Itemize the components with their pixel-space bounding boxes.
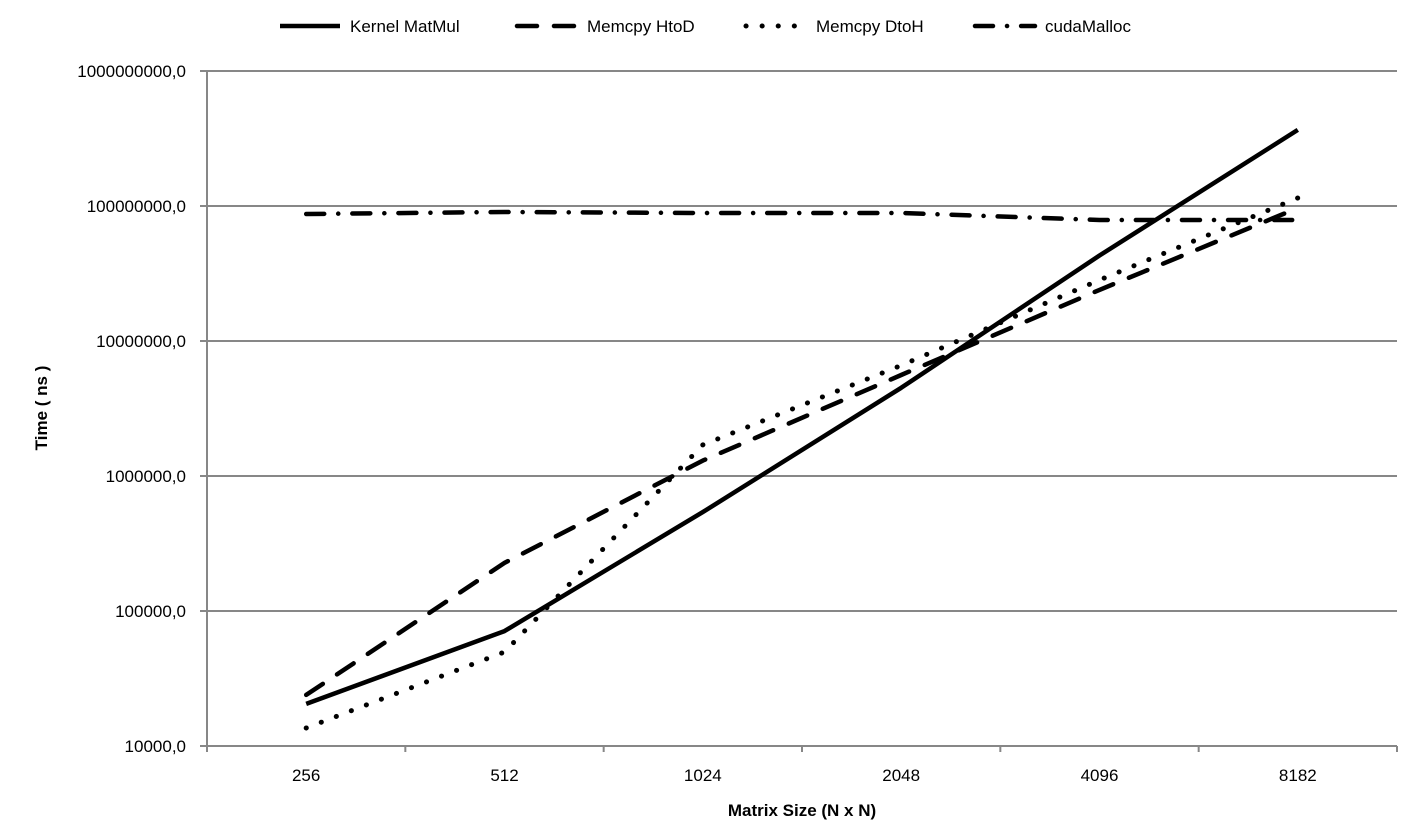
- legend-label: Memcpy DtoH: [816, 17, 924, 36]
- x-tick-label: 2048: [882, 766, 920, 785]
- y-tick-label: 100000000,0: [87, 197, 186, 216]
- x-axis-tick-labels: 256 512 1024 2048 4096 8182: [292, 766, 1317, 785]
- legend-label: cudaMalloc: [1045, 17, 1131, 36]
- y-axis-title: Time ( ns ): [32, 366, 51, 451]
- y-tick-label: 1000000000,0: [77, 62, 186, 81]
- x-tick-label: 512: [490, 766, 518, 785]
- y-axis-tick-labels: 10000,0 100000,0 1000000,0 10000000,0 100000…: [77, 62, 186, 756]
- legend-item: cudaMalloc: [972, 17, 1131, 36]
- series-line-kernel-matmul: [305, 127, 1300, 707]
- series-line-cudamalloc: [303, 209, 1301, 223]
- y-tick-label: 100000,0: [115, 602, 186, 621]
- legend-item: Memcpy HtoD: [514, 17, 695, 36]
- y-tick-label: 10000,0: [125, 737, 186, 756]
- y-tick-label: 1000000,0: [106, 467, 186, 486]
- axes: [200, 70, 1398, 752]
- series-line-memcpy-htod: [303, 205, 1301, 698]
- y-tick-label: 10000000,0: [96, 332, 186, 351]
- legend-label: Kernel MatMul: [350, 17, 460, 36]
- x-axis-title: Matrix Size (N x N): [728, 801, 876, 820]
- series-lines: [303, 127, 1301, 731]
- legend-item: Kernel MatMul: [280, 17, 460, 36]
- x-tick-label: 4096: [1081, 766, 1119, 785]
- x-tick-label: 1024: [684, 766, 722, 785]
- series-line-memcpy-dtoh: [303, 195, 1301, 731]
- x-tick-label: 256: [292, 766, 320, 785]
- legend-label: Memcpy HtoD: [587, 17, 695, 36]
- legend: Kernel MatMul Memcpy HtoD Memcpy DtoH cudaM…: [280, 17, 1131, 36]
- legend-item: Memcpy DtoH: [743, 17, 924, 36]
- x-tick-label: 8182: [1279, 766, 1317, 785]
